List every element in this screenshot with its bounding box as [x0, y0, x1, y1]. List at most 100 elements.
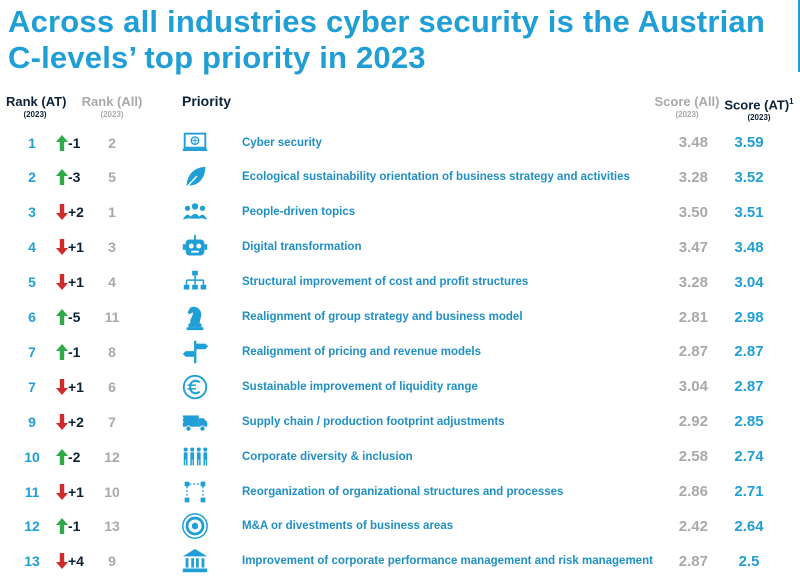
header-priority-label: Priority — [182, 93, 232, 109]
rank-all: 2 — [108, 134, 116, 151]
table-row: 4 +1 3 Digital transformation 3.47 3.48 — [0, 230, 800, 265]
header-score-all-year: (2023) — [675, 110, 699, 119]
score-at: 3.51 — [734, 203, 764, 221]
robot-icon — [178, 230, 212, 265]
priority-label: Digital transformation — [242, 241, 362, 254]
score-all: 3.28 — [678, 168, 708, 186]
table-row: 5 +1 4 Structural improvement of cost and p… — [0, 265, 800, 300]
rank-all: 10 — [104, 483, 120, 500]
table-row: 7 +1 6 Sustainable improvement of liquidity… — [0, 369, 800, 404]
header-score-at-footnote: 1 — [789, 97, 794, 106]
rank-at: 7 — [28, 343, 36, 360]
score-at: 3.52 — [734, 168, 764, 186]
score-all: 3.28 — [678, 273, 708, 291]
rank-all: 1 — [108, 204, 116, 221]
priority-label: Corporate diversity & inclusion — [242, 450, 413, 463]
arrow-up-icon — [54, 439, 70, 474]
rank-change: -1 — [68, 518, 81, 535]
header-score-all: Score (All) (2023) — [652, 94, 722, 120]
score-at: 2.5 — [738, 552, 760, 570]
priority-label: Structural improvement of cost and profi… — [242, 276, 529, 289]
priority-label: Ecological sustainability orientation of… — [242, 171, 630, 184]
rank-change: -1 — [68, 134, 81, 151]
header-rank-all: Rank (All) (2023) — [80, 94, 144, 120]
score-all: 3.04 — [678, 378, 708, 396]
arrow-up-icon — [54, 509, 70, 544]
arrow-down-icon — [54, 404, 70, 439]
arrow-up-icon — [54, 125, 70, 160]
rank-all: 13 — [104, 518, 120, 535]
rank-at: 6 — [28, 309, 36, 325]
header-score-all-label: Score (All) — [654, 94, 720, 109]
header-score-at: Score (AT)1 (2023) — [718, 94, 800, 123]
signpost-icon — [178, 334, 212, 369]
arrow-down-icon — [54, 369, 70, 404]
priority-label: Cyber security — [242, 136, 322, 149]
score-at: 2.74 — [734, 448, 764, 466]
arrow-down-icon — [54, 265, 70, 300]
rank-change: -1 — [68, 343, 81, 360]
rank-at: 4 — [28, 239, 36, 256]
header-rank-all-label: Rank (All) — [81, 94, 143, 109]
score-at: 2.98 — [734, 308, 764, 326]
arrow-down-icon — [54, 544, 70, 579]
priority-label: Reorganization of organizational structu… — [242, 485, 564, 498]
rank-all: 5 — [108, 169, 116, 186]
rank-at: 11 — [24, 483, 40, 500]
diversity-icon — [178, 439, 212, 474]
table-row: 13 +4 9 Improvement of corporate performanc… — [0, 544, 800, 579]
score-all: 2.87 — [678, 343, 708, 361]
rank-at: 7 — [28, 378, 36, 395]
priority-label: People-driven topics — [242, 206, 356, 219]
score-at: 2.85 — [734, 413, 764, 431]
chess-knight-icon — [178, 300, 212, 335]
rank-change: -5 — [68, 309, 81, 325]
rank-all: 12 — [104, 448, 120, 465]
leaf-icon — [178, 160, 212, 195]
arrow-down-icon — [54, 474, 70, 509]
truck-icon — [178, 404, 212, 439]
rank-all: 9 — [108, 553, 116, 570]
table-row: 11 +1 10 Reorganization of organizational s… — [0, 474, 800, 509]
score-at: 2.71 — [734, 483, 764, 500]
table-row: 6 -5 11 Realignment of group strategy and b… — [0, 300, 800, 335]
priority-label: Realignment of group strategy and busine… — [242, 311, 523, 323]
table-row: 12 -1 13 M&A or divestments of business are… — [0, 509, 800, 544]
rank-at: 1 — [28, 134, 36, 151]
header-priority: Priority — [182, 93, 231, 109]
table-row: 2 -3 5 Ecological sustainability orientatio… — [0, 160, 800, 195]
rank-all: 7 — [108, 413, 116, 430]
rank-change: +1 — [68, 274, 84, 291]
rank-at: 3 — [28, 204, 36, 221]
priority-label: Sustainable improvement of liquidity ran… — [242, 380, 478, 393]
score-at: 3.04 — [734, 273, 764, 291]
header-rank-at-label: Rank (AT) — [6, 94, 67, 109]
arrow-down-icon — [54, 195, 70, 230]
rank-at: 12 — [24, 518, 40, 535]
rank-all: 3 — [108, 239, 116, 256]
monitor-icon — [178, 125, 212, 160]
rank-at: 10 — [24, 448, 40, 465]
score-all: 3.47 — [678, 238, 708, 256]
score-at: 2.87 — [734, 343, 764, 361]
score-all: 2.42 — [678, 517, 708, 535]
target-icon — [178, 509, 212, 544]
score-all: 2.87 — [678, 552, 708, 570]
priority-label: M&A or divestments of business areas — [242, 520, 454, 533]
rank-change: +1 — [68, 378, 84, 395]
table-row: 7 -1 8 Realignment of pricing and revenue m… — [0, 334, 800, 369]
edge-accent-line — [798, 0, 800, 72]
rank-change: -3 — [68, 169, 81, 186]
rank-all: 4 — [108, 274, 116, 291]
priority-label: Improvement of corporate performance man… — [242, 555, 653, 568]
priority-label: Realignment of pricing and revenue model… — [242, 345, 481, 358]
arrow-up-icon — [54, 300, 70, 335]
table-row: 3 +2 1 People-driven topics 3.50 3.51 — [0, 195, 800, 230]
header-score-at-label: Score (AT) — [724, 97, 790, 113]
arrow-up-icon — [54, 334, 70, 369]
rank-at: 9 — [28, 413, 36, 430]
score-all: 3.48 — [678, 134, 708, 151]
rank-change: +4 — [68, 553, 84, 570]
arrow-up-icon — [54, 160, 70, 195]
arrow-down-icon — [54, 230, 70, 265]
